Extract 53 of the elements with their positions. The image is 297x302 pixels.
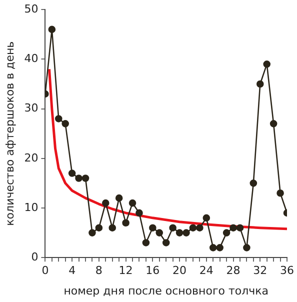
point: [82, 174, 90, 182]
point: [243, 244, 250, 252]
point: [169, 224, 176, 232]
point: [230, 224, 237, 232]
point: [62, 120, 69, 128]
point: [196, 224, 204, 232]
x-tick-label: 24: [199, 264, 214, 278]
x-tick-label: 8: [95, 264, 102, 278]
x-tick-label: 32: [253, 264, 268, 278]
x-tick-label: 16: [146, 264, 160, 278]
x-tick-label: 0: [42, 264, 49, 278]
x-tick-label: 12: [118, 264, 133, 278]
point: [136, 209, 143, 217]
point: [95, 224, 103, 232]
x-tick-label: 28: [226, 264, 240, 278]
y-axis-title: количество афтершоков в день: [3, 41, 16, 226]
point: [142, 239, 150, 246]
point: [270, 120, 278, 128]
y-tick-label: 20: [24, 151, 38, 164]
point: [222, 229, 230, 236]
x-axis-title: номер дня после основного толчка: [64, 284, 269, 298]
point: [75, 174, 82, 182]
point: [182, 229, 190, 236]
point: [162, 239, 170, 246]
x-tick-label: 20: [172, 264, 187, 278]
y-tick-label: 10: [24, 200, 38, 214]
point: [102, 199, 110, 207]
x-tick-label: 36: [280, 264, 294, 278]
y-tick-label: 0: [31, 250, 38, 264]
point: [149, 224, 156, 232]
point: [108, 224, 116, 232]
point: [263, 60, 270, 68]
y-tick-label: 30: [24, 102, 38, 115]
y-tick-label: 50: [24, 2, 38, 16]
point: [122, 219, 130, 227]
point: [276, 189, 284, 197]
point: [250, 180, 258, 187]
point: [176, 229, 184, 236]
point: [236, 224, 244, 232]
y-tick-label: 40: [24, 52, 38, 66]
x-tick-label: 4: [68, 264, 76, 278]
point: [115, 194, 123, 202]
point: [209, 244, 217, 252]
point: [88, 229, 96, 236]
point: [128, 199, 136, 207]
point: [256, 80, 264, 88]
point: [202, 214, 210, 222]
point: [68, 170, 76, 177]
point: [54, 115, 62, 122]
point: [48, 26, 56, 34]
point: [216, 244, 224, 252]
point: [189, 224, 197, 232]
point: [156, 229, 164, 236]
